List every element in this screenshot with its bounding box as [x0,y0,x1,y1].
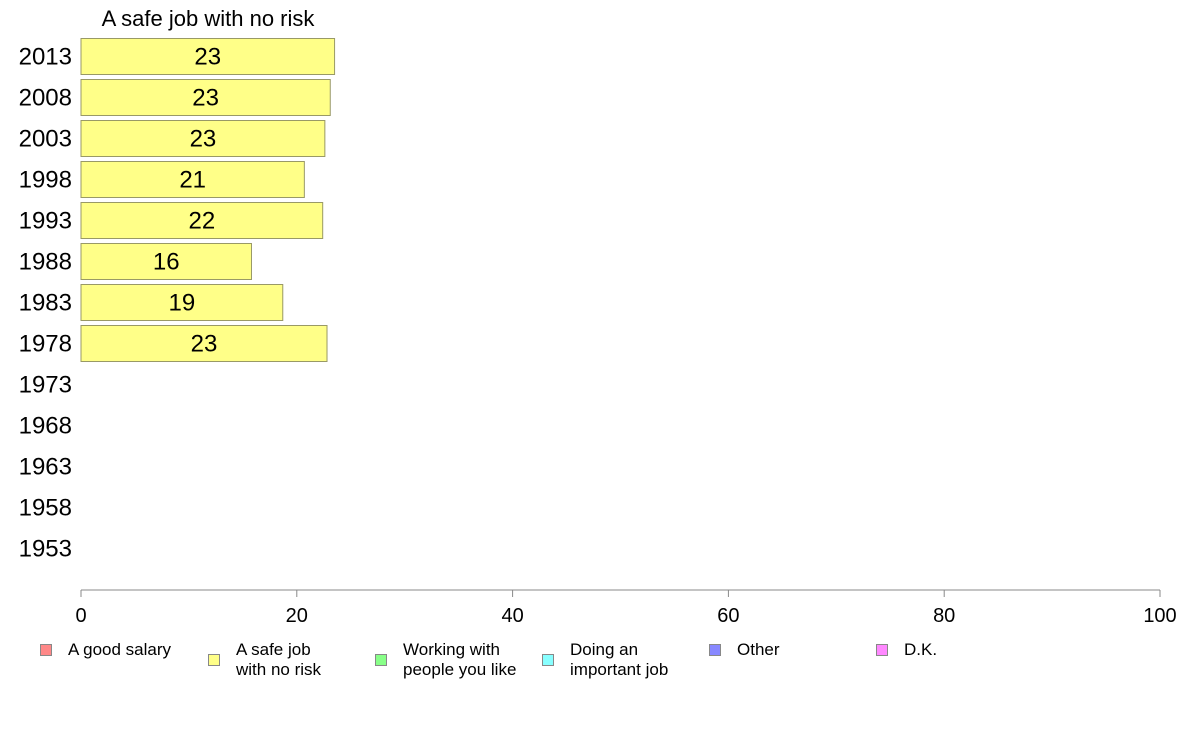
bar-value-label: 23 [190,126,217,153]
bar-chart: A safe job with no risk 2013 23 2008 23 2003… [19,6,1177,627]
x-tick-label: 40 [501,605,523,627]
legend-label: D.K. [904,640,938,659]
x-tick-label: 100 [1143,605,1176,627]
legend-item-good-salary: A good salary [40,640,171,660]
y-tick-label: 1998 [19,167,72,194]
legend-swatch [375,654,387,666]
bar-value-label: 22 [188,208,215,235]
legend-swatch [208,654,220,666]
legend-item-dk: D.K. [876,640,937,660]
bar [80,325,328,362]
bar-value-label: 23 [191,331,218,358]
x-tick-label: 0 [75,605,86,627]
bar-value-label: 23 [194,44,221,71]
bar [80,161,305,198]
chart-title: A safe job with no risk [102,6,316,31]
bar [80,243,252,280]
legend-label: Doing an important job [570,640,669,679]
bar-value-label: 21 [179,167,206,194]
legend-label: Other [737,640,780,659]
bar [80,79,331,116]
legend-swatch [876,644,888,656]
bar-value-label: 23 [192,85,219,112]
y-tick-label: 1973 [19,372,72,399]
y-tick-label: 1958 [19,495,72,522]
y-tick-label: 2013 [19,44,72,71]
bar [80,202,324,239]
y-tick-label: 1968 [19,413,72,440]
y-tick-label: 1953 [19,536,72,563]
legend-label: A good salary [68,640,172,659]
legend-item-important-job: Doing an important job [542,640,668,680]
y-tick-label: 1993 [19,208,72,235]
bar-value-label: 16 [153,249,180,276]
y-tick-label: 2008 [19,85,72,112]
y-tick-label: 2003 [19,126,72,153]
legend-swatch [40,644,52,656]
legend: A good salary A safe job with no risk Wo… [0,640,1188,700]
bar-value-label: 19 [169,290,196,317]
bar [80,38,336,75]
x-tick-label: 80 [933,605,955,627]
x-tick-label: 60 [717,605,739,627]
y-tick-label: 1988 [19,249,72,276]
x-tick-label: 20 [286,605,308,627]
bar [80,120,326,157]
legend-label: A safe job with no risk [236,640,322,679]
bar [80,284,284,321]
legend-swatch [542,654,554,666]
legend-label: Working with people you like [403,640,517,679]
y-tick-label: 1978 [19,331,72,358]
legend-item-working-with-people: Working with people you like [375,640,516,680]
legend-item-other: Other [709,640,780,660]
legend-item-safe-job: A safe job with no risk [208,640,321,680]
y-tick-label: 1963 [19,454,72,481]
y-tick-label: 1983 [19,290,72,317]
legend-swatch [709,644,721,656]
